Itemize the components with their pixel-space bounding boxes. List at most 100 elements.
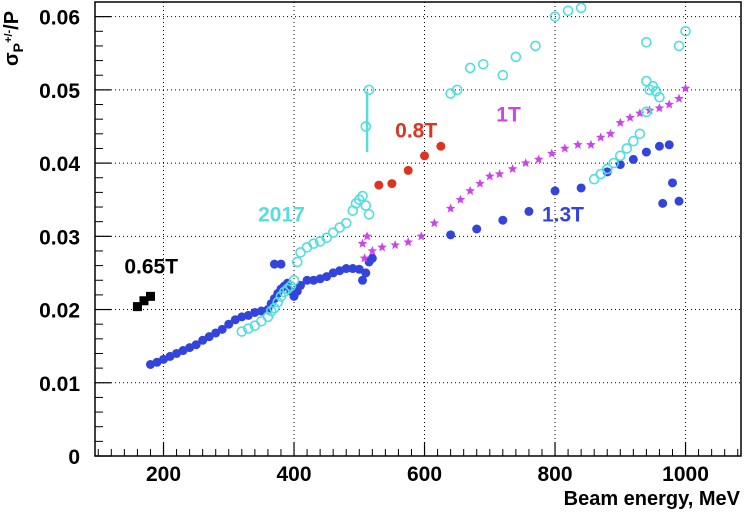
point-2017	[641, 75, 652, 87]
point-2017	[530, 40, 541, 52]
point-1t	[615, 117, 626, 127]
point-2017	[282, 283, 293, 295]
point-13t	[664, 140, 674, 150]
point-2017	[272, 296, 284, 308]
point-2017	[291, 256, 303, 268]
point-1t	[390, 240, 400, 250]
x-axis-title: Beam energy, MeV	[564, 488, 741, 510]
point-1t	[674, 93, 684, 103]
point-1t	[367, 245, 378, 256]
point-1t	[507, 163, 518, 173]
point-2017	[321, 232, 332, 244]
point-2017	[265, 305, 277, 317]
point-08t	[403, 165, 413, 175]
point-1t	[664, 99, 674, 109]
y-tick-label: 0.01	[39, 373, 80, 396]
point-13t	[354, 264, 364, 274]
point-08t	[374, 180, 384, 190]
point-2017	[464, 62, 476, 74]
point-1t	[595, 132, 606, 142]
point-13t	[348, 264, 358, 274]
point-13t	[550, 186, 560, 196]
point-065t	[132, 302, 142, 312]
point-2017	[497, 69, 509, 81]
point-1t	[362, 231, 372, 241]
point-13t	[628, 154, 638, 164]
x-tick-label: 400	[276, 463, 311, 486]
point-13t	[269, 259, 279, 269]
point-2017	[285, 280, 297, 292]
point-1t	[625, 112, 635, 122]
point-2017	[614, 150, 626, 162]
point-13t	[322, 272, 332, 282]
y-tick-label: 0.06	[39, 7, 80, 30]
point-13t	[358, 275, 368, 285]
plot-frame	[94, 1, 742, 457]
x-tick-label: 800	[538, 463, 573, 486]
point-2017	[673, 40, 685, 52]
point-1t	[475, 178, 485, 188]
point-13t	[211, 328, 221, 338]
point-2017	[621, 143, 633, 154]
point-2017	[360, 200, 372, 211]
point-1t	[605, 128, 616, 138]
point-2017	[269, 302, 280, 314]
point-2017	[608, 157, 620, 169]
x-tick-label: 600	[407, 463, 442, 486]
point-2017	[634, 128, 646, 140]
point-2017	[601, 163, 613, 175]
point-1t	[494, 169, 505, 179]
series-labels: 0.65T 0.8T 1T 1.3T 2017	[124, 103, 584, 278]
series-label-13t: 1.3T	[542, 204, 584, 227]
point-2017	[357, 190, 368, 202]
series-label-1t: 1T	[496, 103, 521, 126]
point-2017	[680, 25, 691, 37]
point-1t	[416, 231, 427, 241]
point-13t	[198, 335, 208, 345]
point-2017	[650, 86, 662, 97]
point-2017	[295, 247, 306, 258]
point-065t	[145, 291, 155, 301]
point-13t	[341, 264, 351, 274]
data-points	[132, 2, 691, 369]
point-1t	[533, 154, 544, 164]
point-08t	[387, 179, 397, 189]
point-2017	[327, 227, 339, 238]
point-2017	[243, 323, 254, 334]
point-2017	[562, 5, 574, 17]
point-1t	[680, 83, 691, 93]
point-1t	[573, 139, 583, 149]
point-1t	[359, 253, 370, 263]
point-13t	[361, 268, 371, 278]
series-label-08t: 0.8T	[395, 119, 437, 142]
point-1t	[586, 139, 596, 149]
point-13t	[576, 183, 586, 193]
point-13t	[446, 230, 456, 240]
y-tick-label: 0.03	[39, 226, 80, 249]
point-1t	[377, 242, 387, 252]
point-2017	[641, 36, 652, 48]
x-tick-label: 200	[146, 463, 181, 486]
point-2017	[363, 209, 375, 220]
y-axis-title-sub: P	[10, 43, 26, 52]
series-label-065t: 0.65T	[124, 256, 178, 279]
point-2017	[595, 168, 607, 180]
point-1t	[644, 105, 655, 115]
point-2017	[288, 274, 300, 286]
point-1t	[547, 148, 557, 158]
point-13t	[276, 259, 286, 269]
point-1t	[520, 158, 531, 168]
y-tick-label: 0	[68, 446, 80, 469]
y-axis-title-tail: /P	[1, 11, 23, 30]
point-2017	[363, 84, 375, 96]
point-13t	[472, 224, 482, 234]
series-label-2017: 2017	[258, 204, 305, 227]
point-08t	[420, 151, 430, 161]
point-2017	[278, 286, 290, 298]
point-13t	[641, 147, 651, 157]
point-2017	[308, 238, 319, 249]
y-tick-label: 0.05	[39, 80, 80, 103]
point-065t	[139, 296, 149, 306]
point-2017	[575, 2, 587, 14]
point-1t	[485, 171, 495, 181]
